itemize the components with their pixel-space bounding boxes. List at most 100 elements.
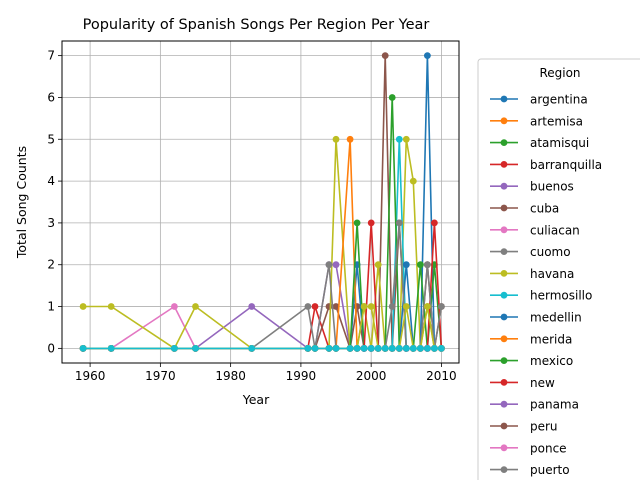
legend-label: peru	[530, 420, 558, 434]
legend-swatch-marker	[500, 248, 508, 256]
x-tick-label: 1990	[286, 369, 317, 383]
data-point	[353, 219, 361, 227]
legend-label: puerto	[530, 463, 570, 477]
y-tick-label: 3	[47, 216, 55, 230]
data-point	[431, 219, 438, 227]
data-point	[107, 303, 115, 310]
x-tick-label: 1980	[215, 369, 246, 383]
grid	[62, 41, 459, 363]
legend-item-havana: havana	[490, 267, 574, 281]
legend-label: mexico	[530, 354, 573, 368]
legend-label: cuomo	[530, 245, 571, 259]
y-tick-label: 4	[47, 174, 55, 188]
data-point	[248, 345, 256, 352]
y-tick-label: 0	[47, 341, 55, 355]
legend-item-mexico: mexico	[490, 354, 573, 368]
data-point	[409, 177, 417, 185]
legend-item-new: new	[490, 376, 555, 390]
data-point	[304, 303, 312, 310]
x-axis: 1960 1970 1980 1990 2000 2010	[75, 363, 457, 383]
plot-frame	[61, 40, 460, 364]
data-point	[409, 345, 417, 352]
data-point	[431, 345, 438, 352]
legend-item-artemisa: artemisa	[490, 114, 583, 128]
data-point	[107, 345, 115, 352]
legend-label: new	[530, 376, 555, 390]
data-point	[438, 303, 445, 310]
legend-item-hermosillo: hermosillo	[490, 289, 592, 303]
legend-label: merida	[530, 332, 572, 346]
data-point	[311, 345, 319, 352]
data-point	[381, 345, 389, 352]
legend-item-cuba: cuba	[490, 202, 559, 216]
y-tick-label: 2	[47, 258, 55, 272]
legend-item-peru: peru	[490, 420, 558, 434]
data-point	[388, 94, 396, 101]
series-layer	[79, 52, 445, 352]
data-point	[374, 261, 382, 269]
y-axis-label: Total Song Counts	[14, 146, 29, 259]
data-point	[360, 303, 368, 310]
legend-item-medellin: medellin	[490, 311, 582, 325]
legend-items: argentina artemisa atamisqui barranquilla bu…	[490, 93, 602, 477]
data-point	[388, 303, 396, 310]
legend-swatch-marker	[500, 379, 508, 386]
legend-frame	[477, 58, 640, 484]
legend-swatch-marker	[500, 182, 508, 190]
legend-item-culiacan: culiacan	[490, 223, 580, 237]
legend-label: hermosillo	[530, 289, 592, 303]
legend-item-atamisqui: atamisqui	[490, 136, 589, 150]
data-point	[424, 261, 431, 269]
legend-label: artemisa	[530, 114, 583, 128]
legend-swatch-marker	[500, 313, 508, 321]
legend-item-cuomo: cuomo	[490, 245, 571, 259]
data-point	[332, 345, 340, 352]
legend-item-buenos: buenos	[490, 180, 574, 194]
data-point	[171, 345, 178, 352]
legend-label: argentina	[530, 93, 588, 107]
data-point	[367, 219, 375, 227]
data-point	[395, 345, 403, 352]
data-point	[367, 303, 375, 310]
legend-swatch-marker	[500, 422, 508, 430]
legend-title: Region	[539, 66, 580, 80]
legend-item-argentina: argentina	[490, 93, 588, 107]
data-point	[353, 303, 361, 310]
y-axis: 0 1 2 3 4 5 6 7	[47, 49, 62, 355]
legend-swatch-marker	[500, 117, 508, 125]
x-axis-label: Year	[242, 392, 270, 407]
data-point	[424, 345, 431, 352]
data-point	[374, 345, 382, 352]
data-point	[381, 52, 389, 59]
x-tick-label: 1960	[75, 369, 106, 383]
data-point	[325, 345, 333, 352]
legend-label: panama	[530, 398, 579, 412]
y-tick-label: 1	[47, 300, 55, 314]
legend-label: ponce	[530, 441, 567, 455]
data-point	[346, 345, 354, 352]
y-tick-label: 6	[47, 90, 55, 104]
legend-item-puerto: puerto	[490, 463, 570, 477]
legend-label: buenos	[530, 180, 574, 194]
data-point	[417, 261, 424, 269]
legend-swatch-marker	[500, 357, 508, 364]
legend-swatch-marker	[500, 444, 508, 452]
y-tick-label: 5	[47, 132, 55, 146]
legend-swatch-marker	[500, 466, 508, 473]
legend-swatch-marker	[500, 226, 508, 234]
chart-title: Popularity of Spanish Songs Per Region P…	[83, 17, 430, 33]
legend: Region argentina artemisa atamisqui barranq…	[477, 58, 640, 484]
data-point	[395, 135, 403, 143]
data-point	[192, 303, 199, 310]
data-point	[424, 52, 431, 59]
data-point	[325, 261, 333, 269]
data-point	[332, 135, 340, 143]
legend-label: culiacan	[530, 223, 580, 237]
data-point	[79, 345, 87, 352]
data-point	[388, 345, 396, 352]
legend-label: medellin	[530, 311, 582, 325]
x-tick-label: 2010	[426, 369, 457, 383]
data-point	[332, 303, 340, 310]
data-point	[395, 219, 403, 227]
